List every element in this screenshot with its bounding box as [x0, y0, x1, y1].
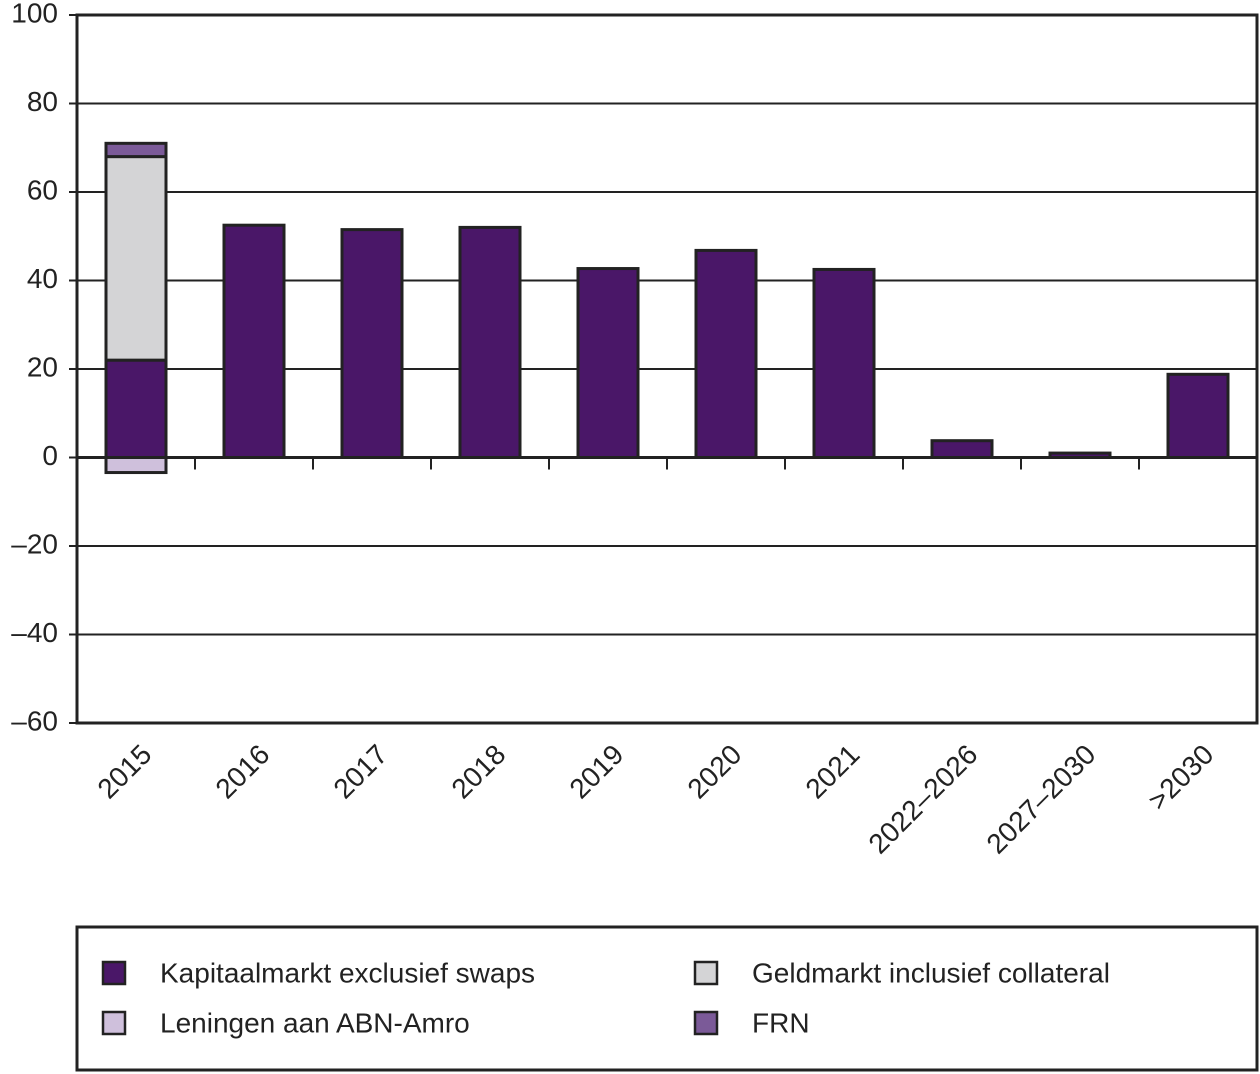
legend-swatch [693, 960, 719, 986]
x-tick-label: 2015 [91, 739, 157, 805]
bar-segment [930, 439, 994, 459]
x-tick-label: 2027–2030 [980, 739, 1101, 860]
bar-segment [1166, 372, 1230, 459]
legend-label: Leningen aan ABN-Amro [160, 1007, 470, 1038]
legend-swatch [101, 1010, 127, 1036]
y-tick-label: –40 [11, 617, 58, 648]
legend-label: Geldmarkt inclusief collateral [752, 957, 1110, 988]
y-tick-label: 100 [11, 0, 58, 28]
bar-segment [812, 267, 876, 459]
bar-segment [104, 456, 168, 475]
y-tick-label: 40 [27, 263, 58, 294]
x-tick-label: 2018 [445, 739, 511, 805]
bar-segment [694, 248, 758, 459]
x-tick-label: 2021 [799, 739, 865, 805]
x-tick-label: 2022–2026 [862, 739, 983, 860]
y-tick-label: 80 [27, 86, 58, 117]
bar-segment [458, 225, 522, 459]
x-tick-label: 2019 [563, 739, 629, 805]
legend-label: Kapitaalmarkt exclusief swaps [160, 957, 535, 988]
y-tick-label: –20 [11, 528, 58, 559]
bar-segment [340, 228, 404, 459]
x-tick-label: 2017 [327, 739, 393, 805]
x-tick-label: >2030 [1142, 739, 1220, 817]
legend-label: FRN [752, 1007, 810, 1038]
bar-segment [222, 223, 286, 459]
x-tick-label: 2016 [209, 739, 275, 805]
bar-segment [576, 267, 640, 459]
legend-swatch [101, 960, 127, 986]
bar-segment [104, 155, 168, 362]
bar-segment [104, 358, 168, 459]
y-tick-label: 0 [42, 440, 58, 471]
legend-swatch [693, 1010, 719, 1036]
x-tick-label: 2020 [681, 739, 747, 805]
y-tick-label: 60 [27, 174, 58, 205]
plot-frame [75, 13, 1259, 725]
bar-segment [104, 141, 168, 159]
y-tick-label: 20 [27, 351, 58, 382]
y-tick-label: –60 [11, 705, 58, 736]
legend-frame [75, 925, 1259, 1072]
